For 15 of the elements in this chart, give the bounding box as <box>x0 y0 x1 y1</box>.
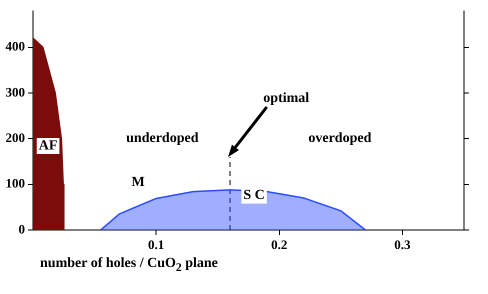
annotation: AF <box>38 138 58 154</box>
y-tick-label: 300 <box>6 84 25 100</box>
x-axis-title: number of holes / CuO$_{2}$ plane <box>40 256 218 274</box>
x-tick-label: 0.1 <box>148 237 164 252</box>
annotation: optimal <box>263 91 310 106</box>
x-tick-label: 0.3 <box>394 237 412 252</box>
annotation: M <box>132 175 145 190</box>
annotation: underdoped <box>126 131 199 146</box>
y-tick-label: 0 <box>18 221 25 236</box>
annotation: overdoped <box>308 131 372 146</box>
y-tick-label: 400 <box>6 38 25 54</box>
y-tick-label: 100 <box>6 176 25 191</box>
annotation: S C <box>243 188 265 204</box>
x-tick-label: 0.2 <box>271 237 288 252</box>
y-tick-label: 200 <box>6 130 25 146</box>
